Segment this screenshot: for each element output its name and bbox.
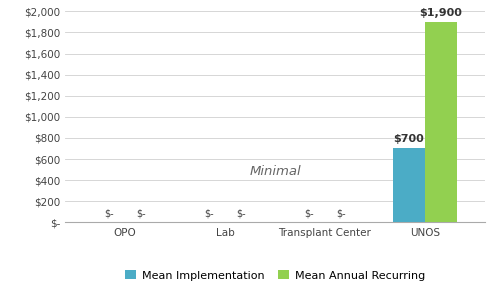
Text: Minimal: Minimal (249, 165, 301, 178)
Text: $-: $- (204, 208, 214, 218)
Bar (393, 148, 425, 222)
Text: $700: $700 (394, 134, 424, 144)
Bar (425, 22, 457, 222)
Text: $-: $- (336, 208, 346, 218)
Legend: Mean Implementation, Mean Annual Recurring: Mean Implementation, Mean Annual Recurri… (121, 266, 429, 285)
Text: $-: $- (104, 208, 114, 218)
Text: $-: $- (304, 208, 314, 218)
Text: $-: $- (136, 208, 146, 218)
Text: $1,900: $1,900 (420, 8, 463, 18)
Text: $-: $- (236, 208, 246, 218)
